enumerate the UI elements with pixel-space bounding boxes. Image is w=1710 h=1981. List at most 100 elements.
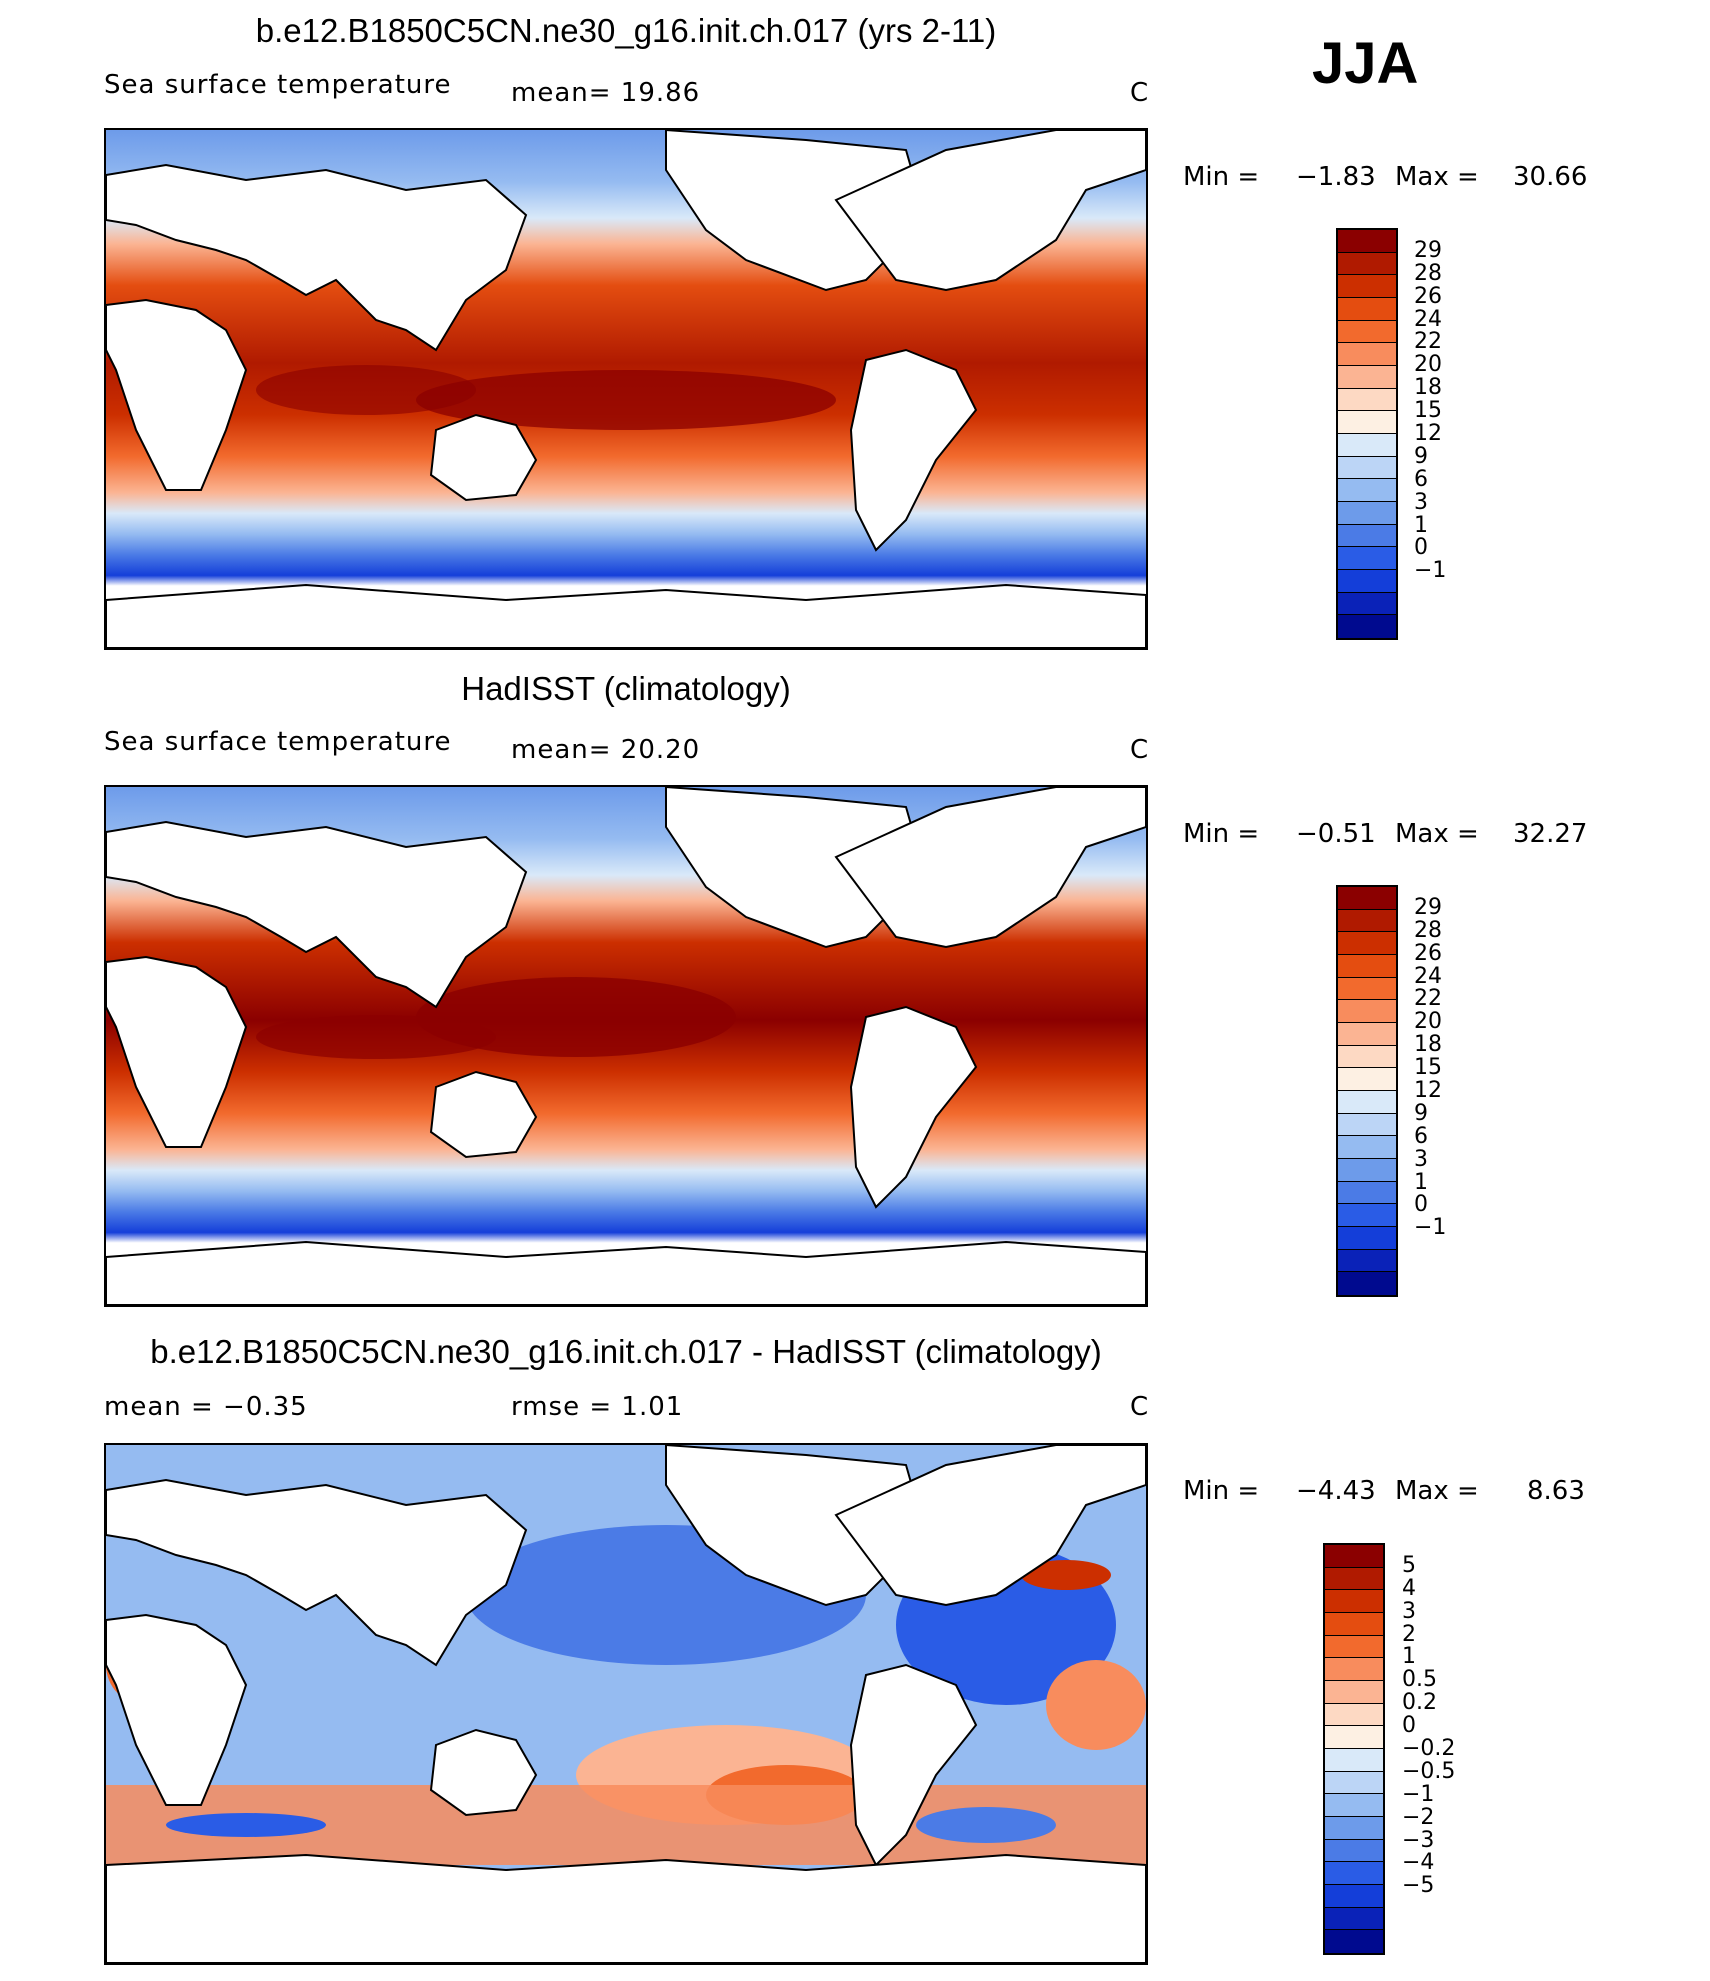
- colorbar-swatch: [1325, 1862, 1383, 1885]
- colorbar-swatch: [1338, 365, 1396, 389]
- panel-1-mean: mean= 19.86: [511, 78, 701, 108]
- colorbar-tick-label: 15: [1414, 398, 1442, 424]
- colorbar-swatch: [1338, 1090, 1396, 1114]
- panel-2-colorbar: [1336, 885, 1398, 1297]
- colorbar-swatch: [1325, 1658, 1383, 1681]
- colorbar-swatch: [1325, 1680, 1383, 1704]
- colorbar-tick-label: 9: [1414, 1100, 1428, 1126]
- colorbar-swatch: [1325, 1816, 1383, 1840]
- colorbar-tick-label: 18: [1414, 1032, 1442, 1058]
- panel-2-mean: mean= 20.20: [511, 735, 701, 765]
- panel-1-map: [104, 128, 1148, 650]
- colorbar-swatch: [1338, 479, 1396, 502]
- colorbar-swatch: [1338, 1181, 1396, 1205]
- colorbar-swatch: [1338, 909, 1396, 933]
- colorbar-swatch: [1338, 343, 1396, 366]
- colorbar-tick-label: 0.2: [1402, 1690, 1437, 1716]
- colorbar-tick-label: 18: [1414, 375, 1442, 401]
- panel-2-min-value: −0.51: [1296, 819, 1376, 849]
- colorbar-tick-label: −1: [1402, 1781, 1435, 1807]
- colorbar-swatch: [1325, 1590, 1383, 1613]
- panel-2-max-value: 32.27: [1513, 819, 1588, 849]
- panel-3-min-value: −4.43: [1296, 1476, 1376, 1506]
- colorbar-swatch: [1325, 1567, 1383, 1591]
- panel-3-map: [104, 1443, 1148, 1965]
- season-label: JJA: [1312, 31, 1419, 96]
- colorbar-swatch: [1338, 954, 1396, 978]
- colorbar-swatch: [1325, 1794, 1383, 1817]
- colorbar-swatch: [1338, 977, 1396, 1001]
- colorbar-swatch: [1325, 1748, 1383, 1772]
- colorbar-tick-label: 24: [1414, 306, 1442, 332]
- colorbar-swatch: [1338, 501, 1396, 525]
- colorbar-tick-label: 1: [1414, 1169, 1428, 1195]
- colorbar-swatch: [1325, 1771, 1383, 1795]
- colorbar-swatch: [1338, 1045, 1396, 1069]
- colorbar-tick-label: −0.2: [1402, 1736, 1456, 1761]
- colorbar-tick-label: 22: [1414, 986, 1442, 1012]
- colorbar-tick-label: 2: [1402, 1621, 1416, 1647]
- colorbar-swatch: [1338, 456, 1396, 480]
- panel-1-min-value: −1.83: [1296, 162, 1376, 192]
- panel-2-variable-label: Sea surface temperature: [104, 727, 452, 757]
- colorbar-tick-label: 3: [1402, 1598, 1416, 1624]
- colorbar-swatch: [1325, 1726, 1383, 1749]
- colorbar-tick-label: 20: [1414, 1009, 1442, 1035]
- colorbar-tick-label: 9: [1414, 443, 1428, 469]
- colorbar-tick-label: −4: [1402, 1850, 1435, 1876]
- colorbar-swatch: [1325, 1635, 1383, 1659]
- colorbar-swatch: [1338, 388, 1396, 412]
- panel-3-difference-field: [106, 1445, 1146, 1963]
- colorbar-swatch: [1338, 433, 1396, 457]
- colorbar-tick-label: 0: [1402, 1713, 1416, 1739]
- colorbar-tick-label: −0.5: [1402, 1758, 1456, 1784]
- panel-3-max-label: Max =: [1395, 1476, 1479, 1506]
- colorbar-tick-label: 6: [1414, 466, 1428, 492]
- colorbar-swatch: [1338, 592, 1396, 616]
- colorbar-tick-label: 26: [1414, 940, 1442, 966]
- colorbar-tick-label: −3: [1402, 1827, 1435, 1853]
- panel-3-max-value: 8.63: [1527, 1476, 1585, 1506]
- colorbar-tick-label: 3: [1414, 489, 1428, 515]
- colorbar-tick-label: 6: [1414, 1123, 1428, 1149]
- panel-2-min-label: Min =: [1183, 819, 1260, 849]
- colorbar-swatch: [1338, 932, 1396, 955]
- colorbar-swatch: [1338, 297, 1396, 321]
- panel-2-sst-field: [106, 787, 1146, 1305]
- colorbar-swatch: [1338, 615, 1396, 638]
- panel-2-units: C: [1130, 735, 1150, 765]
- colorbar-tick-label: −1: [1414, 558, 1447, 584]
- panel-1-title: b.e12.B1850C5CN.ne30_g16.init.ch.017 (yr…: [255, 12, 997, 49]
- colorbar-tick-label: 29: [1414, 237, 1442, 263]
- colorbar-tick-label: 28: [1414, 917, 1442, 943]
- colorbar-swatch: [1338, 1204, 1396, 1227]
- colorbar-swatch: [1325, 1907, 1383, 1931]
- panel-3-units: C: [1130, 1392, 1150, 1422]
- colorbar-tick-label: −2: [1402, 1804, 1435, 1830]
- panel-3-min-label: Min =: [1183, 1476, 1260, 1506]
- colorbar-tick-label: 22: [1414, 329, 1442, 355]
- panel-3-colorbar: [1323, 1543, 1385, 1955]
- colorbar-swatch: [1338, 547, 1396, 570]
- colorbar-swatch: [1338, 1249, 1396, 1273]
- colorbar-swatch: [1338, 230, 1396, 253]
- colorbar-swatch: [1325, 1612, 1383, 1636]
- colorbar-swatch: [1325, 1839, 1383, 1863]
- colorbar-tick-label: −1: [1414, 1215, 1447, 1241]
- colorbar-tick-label: 29: [1414, 894, 1442, 920]
- colorbar-swatch: [1338, 887, 1396, 910]
- colorbar-tick-label: 0.5: [1402, 1667, 1437, 1693]
- colorbar-swatch: [1338, 1068, 1396, 1091]
- panel-1-max-value: 30.66: [1513, 162, 1588, 192]
- colorbar-tick-label: 12: [1414, 1078, 1442, 1103]
- panel-1-variable-label: Sea surface temperature: [104, 70, 452, 100]
- colorbar-swatch: [1338, 1136, 1396, 1159]
- colorbar-tick-label: 26: [1414, 283, 1442, 309]
- colorbar-tick-label: 20: [1414, 352, 1442, 378]
- colorbar-swatch: [1325, 1884, 1383, 1908]
- colorbar-tick-label: 4: [1402, 1575, 1416, 1601]
- panel-1-sst-field: [106, 130, 1146, 648]
- colorbar-tick-label: 1: [1402, 1644, 1416, 1670]
- colorbar-swatch: [1338, 320, 1396, 344]
- colorbar-swatch: [1338, 1272, 1396, 1295]
